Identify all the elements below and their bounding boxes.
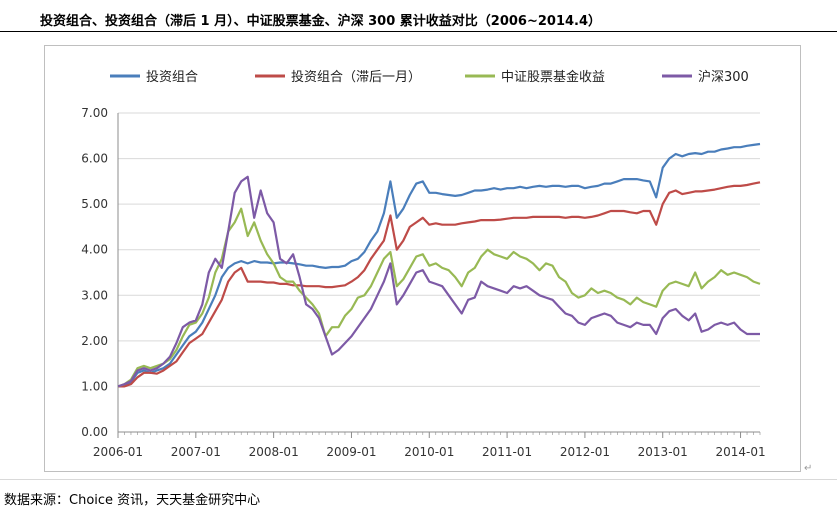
legend-label-3: 中证股票基金收益: [501, 69, 605, 85]
legend-label-4: 沪深300: [698, 69, 749, 85]
series-line-2: [118, 181, 761, 388]
y-tick-label: 5.00: [81, 197, 108, 211]
x-tick-label: 2013-01: [638, 445, 688, 459]
series-line-1: [117, 142, 761, 388]
y-tick-label: 3.00: [81, 288, 108, 302]
x-tick-label: 2011-01: [482, 445, 532, 459]
x-tick-label: 2014-01: [715, 445, 765, 459]
x-tick-label: 2007-01: [171, 445, 221, 459]
y-tick-label: 4.00: [81, 243, 108, 257]
y-tick-label: 1.00: [81, 379, 108, 393]
footer-divider: [0, 479, 837, 480]
legend-label-1: 投资组合: [146, 69, 198, 85]
series-line-4: [117, 175, 760, 388]
x-tick-label: 2009-01: [326, 445, 376, 459]
y-tick-label: 0.00: [81, 425, 108, 439]
x-tick-label: 2010-01: [404, 445, 454, 459]
chart-title: 投资组合、投资组合（滞后 1 月）、中证股票基金、沪深 300 累计收益对比（2…: [40, 14, 602, 29]
y-tick-label: 2.00: [81, 334, 108, 348]
y-tick-label: 6.00: [81, 152, 108, 166]
title-underline: [0, 31, 837, 32]
y-tick-label: 7.00: [81, 106, 108, 120]
paragraph-mark: ↵: [804, 463, 813, 474]
chart-frame: [44, 45, 801, 472]
data-source-note: 数据来源：Choice 资讯，天天基金研究中心: [4, 493, 261, 508]
x-tick-label: 2006-01: [93, 445, 143, 459]
x-tick-label: 2012-01: [560, 445, 610, 459]
legend-label-2: 投资组合（滞后一月）: [291, 69, 421, 85]
x-tick-label: 2008-01: [249, 445, 299, 459]
